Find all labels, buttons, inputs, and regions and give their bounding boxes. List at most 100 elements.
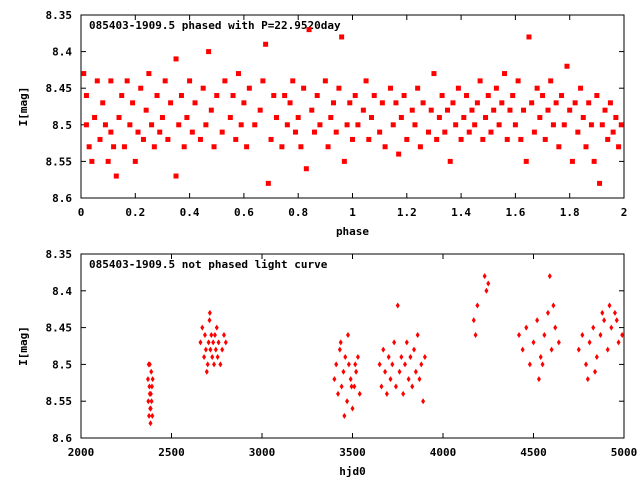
data-point: [334, 361, 339, 368]
data-point: [206, 339, 211, 346]
y-tick-label: 8.45: [46, 82, 73, 95]
data-point: [426, 129, 432, 135]
data-point: [238, 122, 244, 128]
data-point: [396, 151, 402, 157]
data-point: [594, 93, 600, 99]
data-point: [346, 361, 351, 368]
data-point: [436, 114, 442, 120]
data-point: [339, 383, 344, 390]
data-point: [409, 107, 415, 113]
data-point: [219, 129, 225, 135]
data-point: [587, 339, 592, 346]
data-point: [384, 390, 389, 397]
x-tick-label: 1.4: [451, 206, 471, 219]
data-point: [398, 114, 404, 120]
data-point: [345, 331, 350, 338]
data-point: [535, 317, 540, 324]
data-point: [450, 100, 456, 106]
y-tick-label: 8.35: [46, 248, 73, 261]
data-point: [138, 85, 144, 91]
data-point: [314, 93, 320, 99]
data-point: [542, 331, 547, 338]
data-point: [564, 63, 570, 69]
data-point: [149, 383, 154, 390]
data-point: [575, 129, 581, 135]
data-point: [569, 158, 575, 164]
data-point: [347, 100, 353, 106]
data-point: [404, 339, 409, 346]
plot-title: 085403-1909.5 not phased light curve: [89, 258, 328, 271]
data-point: [337, 346, 342, 353]
data-point: [549, 346, 554, 353]
data-point: [419, 361, 424, 368]
data-point: [213, 346, 218, 353]
data-point: [616, 144, 622, 150]
data-point: [221, 331, 226, 338]
data-point: [317, 122, 323, 128]
data-point: [477, 78, 483, 84]
data-point: [524, 324, 529, 331]
data-point: [386, 354, 391, 361]
data-point: [469, 107, 475, 113]
data-point: [602, 317, 607, 324]
data-point: [567, 107, 573, 113]
data-point: [241, 100, 247, 106]
data-point: [360, 107, 366, 113]
data-point: [354, 368, 359, 375]
data-point: [202, 354, 207, 361]
x-tick-label: 2500: [158, 446, 185, 459]
data-point: [390, 361, 395, 368]
x-axis-label: phase: [336, 225, 369, 238]
data-point: [121, 144, 127, 150]
data-point: [353, 361, 358, 368]
data-point: [246, 85, 252, 91]
phased-light-curve-panel: 0 0.2 0.4 0.6 0.8 1 1.2 1.4 1.6 1.8 2 8.35 8.4 8.45 8.…: [17, 9, 627, 238]
data-point: [102, 122, 108, 128]
data-point: [257, 107, 263, 113]
data-point: [202, 331, 207, 338]
data-point: [518, 136, 524, 142]
data-point: [211, 144, 217, 150]
data-point: [417, 144, 423, 150]
data-point: [200, 324, 205, 331]
data-point: [203, 346, 208, 353]
data-point: [523, 158, 529, 164]
x-tick-label: 1: [349, 206, 356, 219]
data-point: [210, 354, 215, 361]
data-point: [338, 339, 343, 346]
data-point: [422, 354, 427, 361]
data-point: [553, 324, 558, 331]
x-tick-label: 2: [621, 206, 628, 219]
y-tick-label: 8.35: [46, 9, 73, 22]
data-point: [83, 93, 89, 99]
data-point: [507, 107, 513, 113]
x-tick-label: 4000: [430, 446, 457, 459]
data-point: [415, 85, 421, 91]
data-point: [148, 420, 153, 427]
data-point: [203, 122, 209, 128]
data-point: [369, 114, 375, 120]
data-point: [607, 302, 612, 309]
data-point: [379, 100, 385, 106]
data-point: [184, 114, 190, 120]
data-point: [583, 144, 589, 150]
data-point: [455, 85, 461, 91]
data-point: [301, 85, 307, 91]
data-point: [428, 107, 434, 113]
data-point: [149, 122, 155, 128]
data-point: [147, 361, 152, 368]
data-point: [366, 136, 372, 142]
data-point: [561, 122, 567, 128]
data-point: [585, 376, 590, 383]
data-point: [431, 71, 437, 77]
data-point: [556, 144, 562, 150]
data-point: [609, 324, 614, 331]
data-point: [279, 144, 285, 150]
data-point: [208, 107, 214, 113]
data-point: [620, 331, 625, 338]
data-point: [547, 273, 552, 280]
data-point: [148, 405, 153, 412]
data-point: [94, 78, 100, 84]
data-point: [593, 368, 598, 375]
data-point: [512, 122, 518, 128]
